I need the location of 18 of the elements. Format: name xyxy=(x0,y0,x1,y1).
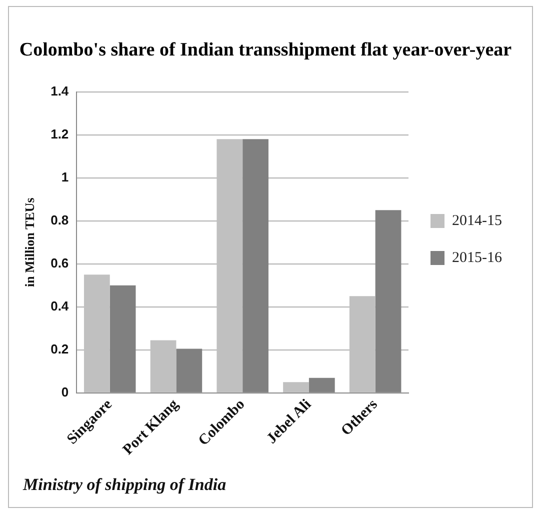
y-tick-label: 0.6 xyxy=(50,255,69,270)
legend-label: 2015-16 xyxy=(452,250,502,266)
y-tick-label: 0.4 xyxy=(50,298,70,314)
y-tick-label: 0.2 xyxy=(50,341,69,356)
bar xyxy=(283,382,309,392)
bar xyxy=(216,139,243,392)
y-tick-label: 1.2 xyxy=(50,126,69,142)
legend-label: 2014-15 xyxy=(452,212,502,229)
y-tick-label: 1.4 xyxy=(50,83,70,98)
bar xyxy=(150,340,176,392)
y-axis-title: in Million TEUs xyxy=(22,198,38,288)
text: Ministry of shipping of India xyxy=(23,475,226,495)
chart-title: Colombo's share of Indian transshipment flat year-over-year xyxy=(19,39,512,60)
bar xyxy=(84,274,110,392)
y-tick-label: 1 xyxy=(61,169,69,184)
y-tick-label: 0 xyxy=(61,384,69,400)
bar xyxy=(349,296,376,392)
y-tick-label: 0.8 xyxy=(50,212,69,228)
